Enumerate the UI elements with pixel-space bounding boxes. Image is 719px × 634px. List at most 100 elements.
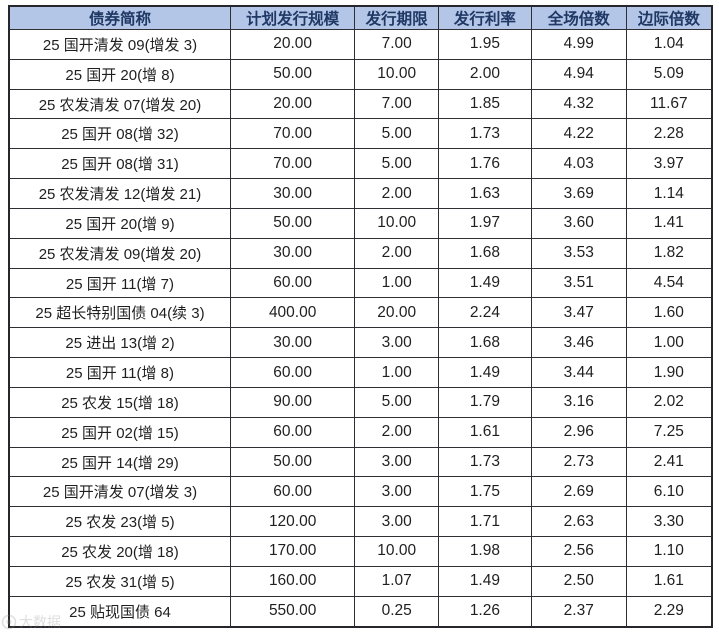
table-row: 25 国开清发 07(增发 3) 60.00 3.00 1.75 2.69 6.10 bbox=[8, 476, 713, 508]
value-cell: 1.97 bbox=[438, 207, 532, 239]
value-cell: 400.00 bbox=[229, 297, 356, 329]
value-cell: 1.04 bbox=[625, 29, 713, 60]
value-cell: 3.53 bbox=[530, 237, 627, 269]
bond-name-cell: 25 超长特别国债 04(续 3) bbox=[8, 297, 231, 329]
value-cell: 2.37 bbox=[530, 595, 627, 628]
column-header-term: 发行期限 bbox=[354, 5, 440, 30]
bond-name-cell: 25 国开 08(增 31) bbox=[8, 148, 231, 180]
table-row: 25 国开清发 09(增发 3) 20.00 7.00 1.95 4.99 1.04 bbox=[8, 29, 713, 60]
value-cell: 4.94 bbox=[530, 58, 627, 90]
bond-issuance-table: 债券简称 计划发行规模 发行期限 发行利率 全场倍数 边际倍数 25 国开清发 … bbox=[8, 5, 713, 628]
table-row: 25 国开 14(增 29) 50.00 3.00 1.73 2.73 2.41 bbox=[8, 446, 713, 478]
value-cell: 3.47 bbox=[530, 297, 627, 329]
value-cell: 1.71 bbox=[438, 506, 532, 538]
bond-name-cell: 25 农发 23(增 5) bbox=[8, 506, 231, 538]
value-cell: 10.00 bbox=[354, 58, 440, 90]
table-row: 25 国开 08(增 31) 70.00 5.00 1.76 4.03 3.97 bbox=[8, 148, 713, 180]
bond-name-cell: 25 国开 20(增 9) bbox=[8, 207, 231, 239]
value-cell: 60.00 bbox=[229, 357, 356, 388]
bond-name-cell: 25 国开清发 09(增发 3) bbox=[8, 29, 231, 60]
table-row: 25 农发清发 12(增发 21) 30.00 2.00 1.63 3.69 1.14 bbox=[8, 178, 713, 209]
value-cell: 30.00 bbox=[229, 237, 356, 269]
bond-name-cell: 25 国开 11(增 7) bbox=[8, 267, 231, 299]
value-cell: 550.00 bbox=[229, 595, 356, 628]
table-row: 25 超长特别国债 04(续 3) 400.00 20.00 2.24 3.47 1.60 bbox=[8, 297, 713, 329]
value-cell: 1.73 bbox=[438, 446, 532, 478]
bond-name-cell: 25 国开 11(增 8) bbox=[8, 357, 231, 388]
value-cell: 2.41 bbox=[625, 446, 713, 478]
value-cell: 1.26 bbox=[438, 595, 532, 628]
value-cell: 5.00 bbox=[354, 386, 440, 418]
value-cell: 3.51 bbox=[530, 267, 627, 299]
bond-table-container: 债券简称 计划发行规模 发行期限 发行利率 全场倍数 边际倍数 25 国开清发 … bbox=[8, 5, 713, 628]
value-cell: 20.00 bbox=[354, 297, 440, 329]
value-cell: 3.00 bbox=[354, 476, 440, 508]
value-cell: 50.00 bbox=[229, 207, 356, 239]
value-cell: 2.63 bbox=[530, 506, 627, 538]
value-cell: 1.79 bbox=[438, 386, 532, 418]
value-cell: 3.60 bbox=[530, 207, 627, 239]
table-row: 25 农发清发 09(增发 20) 30.00 2.00 1.68 3.53 1.82 bbox=[8, 237, 713, 269]
value-cell: 11.67 bbox=[625, 88, 713, 120]
value-cell: 1.73 bbox=[438, 118, 532, 150]
value-cell: 3.46 bbox=[530, 327, 627, 359]
value-cell: 6.10 bbox=[625, 476, 713, 508]
value-cell: 7.25 bbox=[625, 416, 713, 448]
value-cell: 7.00 bbox=[354, 88, 440, 120]
column-header-bond-name: 债券简称 bbox=[8, 5, 231, 30]
value-cell: 60.00 bbox=[229, 476, 356, 508]
value-cell: 20.00 bbox=[229, 88, 356, 120]
value-cell: 1.76 bbox=[438, 148, 532, 180]
value-cell: 2.69 bbox=[530, 476, 627, 508]
table-row: 25 贴现国债 64 550.00 0.25 1.26 2.37 2.29 bbox=[8, 595, 713, 628]
table-row: 25 国开 20(增 8) 50.00 10.00 2.00 4.94 5.09 bbox=[8, 58, 713, 90]
table-row: 25 进出 13(增 2) 30.00 3.00 1.68 3.46 1.00 bbox=[8, 327, 713, 359]
bond-name-cell: 25 国开 14(增 29) bbox=[8, 446, 231, 478]
value-cell: 1.41 bbox=[625, 207, 713, 239]
column-header-planned-scale: 计划发行规模 bbox=[229, 5, 356, 30]
value-cell: 2.29 bbox=[625, 595, 713, 628]
bond-name-cell: 25 国开清发 07(增发 3) bbox=[8, 476, 231, 508]
bond-name-cell: 25 农发 31(增 5) bbox=[8, 565, 231, 597]
value-cell: 1.14 bbox=[625, 178, 713, 209]
value-cell: 1.49 bbox=[438, 267, 532, 299]
value-cell: 50.00 bbox=[229, 446, 356, 478]
value-cell: 90.00 bbox=[229, 386, 356, 418]
bond-name-cell: 25 国开 20(增 8) bbox=[8, 58, 231, 90]
value-cell: 1.85 bbox=[438, 88, 532, 120]
table-row: 25 农发 23(增 5) 120.00 3.00 1.71 2.63 3.30 bbox=[8, 506, 713, 538]
value-cell: 5.09 bbox=[625, 58, 713, 90]
value-cell: 10.00 bbox=[354, 536, 440, 567]
value-cell: 2.56 bbox=[530, 536, 627, 567]
value-cell: 30.00 bbox=[229, 178, 356, 209]
column-header-full-multiple: 全场倍数 bbox=[530, 5, 627, 30]
value-cell: 1.00 bbox=[354, 267, 440, 299]
value-cell: 1.68 bbox=[438, 327, 532, 359]
value-cell: 2.00 bbox=[354, 178, 440, 209]
table-row: 25 国开 11(增 7) 60.00 1.00 1.49 3.51 4.54 bbox=[8, 267, 713, 299]
bond-name-cell: 25 农发清发 07(增发 20) bbox=[8, 88, 231, 120]
value-cell: 1.90 bbox=[625, 357, 713, 388]
value-cell: 7.00 bbox=[354, 29, 440, 60]
table-row: 25 国开 08(增 32) 70.00 5.00 1.73 4.22 2.28 bbox=[8, 118, 713, 150]
table-row: 25 国开 02(增 15) 60.00 2.00 1.61 2.96 7.25 bbox=[8, 416, 713, 448]
table-row: 25 农发清发 07(增发 20) 20.00 7.00 1.85 4.32 11.67 bbox=[8, 88, 713, 120]
value-cell: 170.00 bbox=[229, 536, 356, 567]
value-cell: 70.00 bbox=[229, 148, 356, 180]
value-cell: 2.00 bbox=[354, 237, 440, 269]
bond-name-cell: 25 农发清发 12(增发 21) bbox=[8, 178, 231, 209]
value-cell: 1.61 bbox=[438, 416, 532, 448]
table-row: 25 农发 31(增 5) 160.00 1.07 1.49 2.50 1.61 bbox=[8, 565, 713, 597]
value-cell: 2.24 bbox=[438, 297, 532, 329]
value-cell: 5.00 bbox=[354, 118, 440, 150]
value-cell: 60.00 bbox=[229, 267, 356, 299]
value-cell: 1.49 bbox=[438, 357, 532, 388]
bond-name-cell: 25 农发 15(增 18) bbox=[8, 386, 231, 418]
value-cell: 2.73 bbox=[530, 446, 627, 478]
value-cell: 1.60 bbox=[625, 297, 713, 329]
column-header-coupon-rate: 发行利率 bbox=[438, 5, 532, 30]
value-cell: 1.49 bbox=[438, 565, 532, 597]
value-cell: 1.95 bbox=[438, 29, 532, 60]
table-header: 债券简称 计划发行规模 发行期限 发行利率 全场倍数 边际倍数 bbox=[8, 5, 713, 30]
value-cell: 5.00 bbox=[354, 148, 440, 180]
